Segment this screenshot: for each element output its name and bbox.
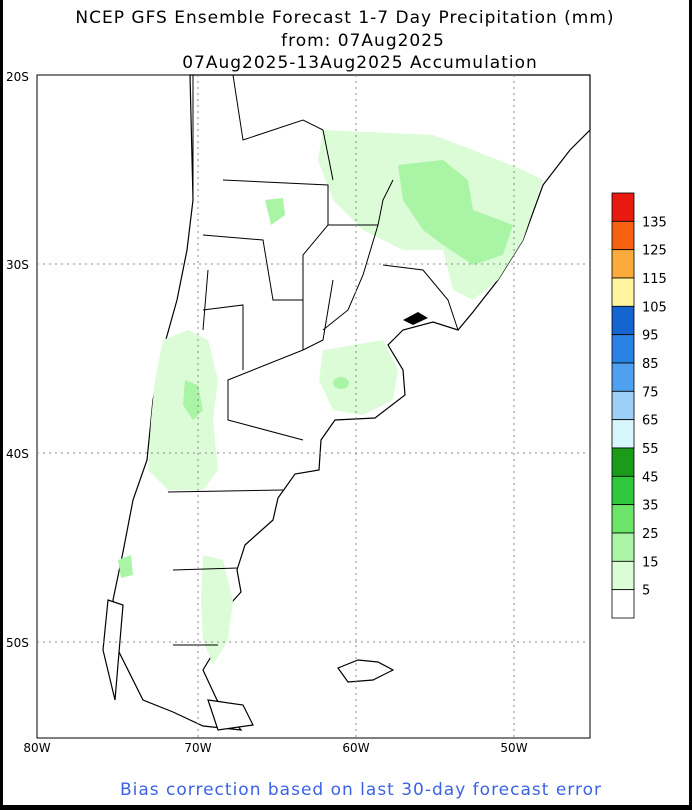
title-line: NCEP GFS Ensemble Forecast 1-7 Day Preci…: [75, 8, 614, 28]
map-figure: NCEP GFS Ensemble Forecast 1-7 Day Preci…: [6, 8, 667, 800]
colorbar-label: 75: [642, 385, 659, 400]
colorbar-box: [611, 334, 635, 364]
colorbar-label: 95: [642, 329, 659, 344]
colorbar-box: [611, 192, 635, 222]
colorbar-box: [611, 419, 635, 449]
lon-label: 50W: [500, 741, 527, 755]
lat-label: 50S: [6, 636, 29, 650]
colorbar-box: [611, 362, 635, 392]
colorbar-box: [611, 220, 635, 251]
lat-label: 40S: [6, 447, 29, 461]
colorbar-box: [611, 277, 635, 307]
colorbar-label: 15: [642, 555, 659, 570]
footer: Bias correction based on last 30-day for…: [120, 780, 602, 800]
lon-label: 70W: [184, 741, 211, 755]
colorbar-box: [611, 532, 635, 562]
colorbar-label: 135: [642, 215, 667, 230]
colorbar-label: 5: [642, 584, 650, 599]
title-line: from: 07Aug2025: [281, 31, 445, 51]
title-line: 07Aug2025-13Aug2025 Accumulation: [182, 53, 538, 73]
colorbar-box: [611, 589, 635, 619]
colorbar-label: 25: [642, 527, 659, 542]
map: [36, 74, 591, 739]
colorbar-label: 115: [642, 272, 667, 287]
colorbar-box: [611, 249, 635, 279]
colorbar-box: [611, 475, 635, 506]
colorbar-label: 45: [642, 470, 659, 485]
colorbar-label: 125: [642, 244, 667, 259]
frame: NCEP GFS Ensemble Forecast 1-7 Day Preci…: [3, 0, 689, 805]
colorbar-box: [611, 560, 635, 591]
colorbar-label: 35: [642, 499, 659, 514]
colorbar-box: [611, 504, 635, 534]
colorbar: 135 125 115 105 95 85 75 65 55 45 35 25 15 5: [611, 192, 667, 619]
lat-label: 30S: [6, 258, 29, 272]
colorbar-box: [611, 390, 635, 421]
colorbar-label: 65: [642, 414, 659, 429]
lat-label: 20S: [6, 70, 29, 84]
colorbar-label: 105: [642, 300, 667, 315]
colorbar-label: 55: [642, 442, 659, 457]
lon-label: 60W: [342, 741, 369, 755]
lon-label: 80W: [23, 741, 50, 755]
colorbar-box: [611, 447, 635, 477]
colorbar-label: 85: [642, 357, 659, 372]
colorbar-box: [611, 305, 635, 336]
